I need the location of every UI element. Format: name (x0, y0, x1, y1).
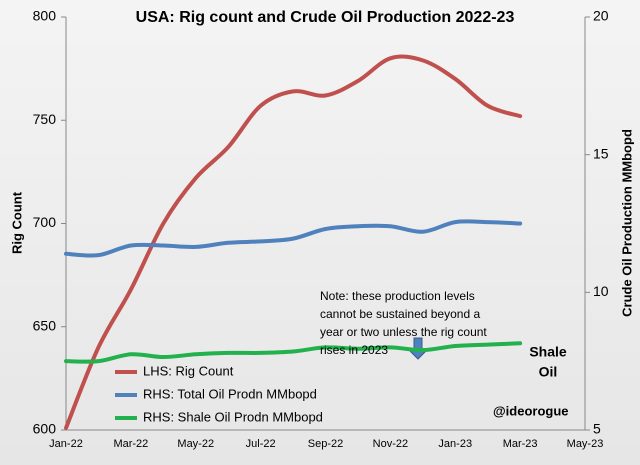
y2-tick-label: 20 (593, 8, 609, 24)
x-tick-label: Sep-22 (308, 438, 343, 450)
x-tick-label: May-23 (567, 438, 604, 450)
y2-tick-label: 10 (593, 283, 609, 299)
x-tick-label: May-22 (177, 438, 214, 450)
x-tick-label: Jan-22 (49, 438, 83, 450)
legend-label: RHS: Shale Oil Prodn MMbopd (143, 409, 323, 424)
annotation: rises in 2023 (320, 343, 388, 357)
y2-tick-label: 5 (593, 421, 601, 437)
y2-tick-label: 15 (593, 145, 609, 161)
legend-label: RHS: Total Oil Prodn MMbopd (143, 386, 317, 401)
x-tick-label: Jul-22 (246, 438, 276, 450)
y-tick-label: 650 (33, 317, 57, 333)
series-annotation: Oil (539, 364, 558, 380)
series-annotation: Shale (529, 344, 567, 360)
y-axis-title: Rig Count (9, 191, 24, 254)
series-line (64, 54, 523, 430)
x-tick-label: Nov-22 (373, 438, 408, 450)
x-tick-label: Mar-23 (503, 438, 538, 450)
y2-axis-title: Crude Oil Production MMbopd (619, 129, 634, 317)
credit: @ideorogue (493, 403, 569, 418)
x-tick-label: Mar-22 (113, 438, 148, 450)
annotation: Note: these production levels (320, 289, 475, 303)
x-tick-label: Jan-23 (438, 438, 472, 450)
series-line (64, 341, 523, 364)
chart-title: USA: Rig count and Crude Oil Production … (136, 9, 515, 26)
annotation: year or two unless the rig count (320, 325, 487, 339)
y-tick-label: 700 (33, 214, 57, 230)
annotation: cannot be sustained beyond a (320, 307, 480, 321)
y-tick-label: 750 (33, 111, 57, 127)
y-tick-label: 800 (33, 8, 57, 24)
y-tick-label: 600 (33, 421, 57, 437)
series-line (64, 219, 523, 258)
legend-label: LHS: Rig Count (143, 363, 234, 378)
